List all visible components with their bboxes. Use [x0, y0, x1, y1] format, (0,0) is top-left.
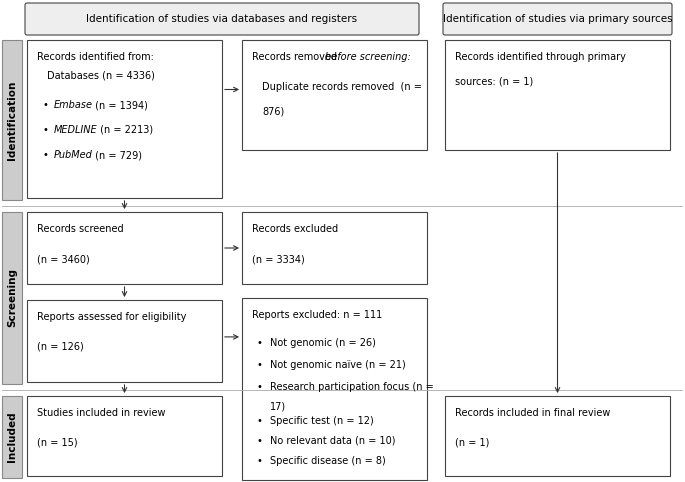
Text: MEDLINE: MEDLINE: [54, 125, 98, 135]
Text: (n = 126): (n = 126): [37, 342, 84, 352]
Text: sources: (n = 1): sources: (n = 1): [455, 76, 533, 86]
Text: (n = 2213): (n = 2213): [97, 125, 153, 135]
Text: Not genomic naïve (n = 21): Not genomic naïve (n = 21): [270, 360, 406, 370]
Text: Identification of studies via databases and registers: Identification of studies via databases …: [86, 14, 358, 24]
Text: •: •: [42, 150, 48, 160]
Text: (n = 15): (n = 15): [37, 438, 77, 448]
Text: Studies included in review: Studies included in review: [37, 408, 166, 418]
Text: Records included in final review: Records included in final review: [455, 408, 610, 418]
FancyBboxPatch shape: [25, 3, 419, 35]
Text: Reports assessed for eligibility: Reports assessed for eligibility: [37, 312, 186, 322]
Text: before screening:: before screening:: [325, 52, 411, 62]
Text: Research participation focus (n =: Research participation focus (n =: [270, 382, 434, 392]
Bar: [27, 40, 222, 198]
Text: (n = 1394): (n = 1394): [92, 100, 148, 110]
Text: •: •: [257, 456, 263, 466]
Text: •: •: [257, 360, 263, 370]
Bar: [242, 212, 427, 284]
Text: Records identified from:: Records identified from:: [37, 52, 154, 62]
Text: •: •: [42, 125, 48, 135]
Bar: [2, 40, 22, 200]
Text: (n = 729): (n = 729): [92, 150, 142, 160]
Bar: [242, 40, 427, 150]
Bar: [27, 300, 222, 382]
Text: Identification of studies via primary sources: Identification of studies via primary so…: [443, 14, 672, 24]
Text: Embase: Embase: [54, 100, 93, 110]
Bar: [27, 396, 222, 476]
Text: No relevant data (n = 10): No relevant data (n = 10): [270, 436, 395, 446]
Text: •: •: [42, 100, 48, 110]
Text: Not genomic (n = 26): Not genomic (n = 26): [270, 338, 376, 348]
Text: Included: Included: [7, 412, 17, 462]
FancyBboxPatch shape: [443, 3, 672, 35]
Text: (n = 3334): (n = 3334): [252, 254, 305, 264]
Bar: [2, 212, 22, 384]
Text: 876): 876): [262, 106, 284, 116]
Text: Records screened: Records screened: [37, 224, 123, 234]
Text: 17): 17): [270, 402, 286, 412]
Text: Reports excluded: n = 111: Reports excluded: n = 111: [252, 310, 382, 320]
Text: Screening: Screening: [7, 268, 17, 327]
Text: •: •: [257, 416, 263, 426]
Text: Identification: Identification: [7, 80, 17, 160]
Bar: [445, 396, 670, 476]
Bar: [27, 212, 222, 284]
Text: Duplicate records removed  (n =: Duplicate records removed (n =: [262, 82, 422, 92]
Text: Records identified through primary: Records identified through primary: [455, 52, 626, 62]
Bar: [2, 396, 22, 478]
Text: •: •: [257, 382, 263, 392]
Bar: [242, 298, 427, 480]
Text: Databases (n = 4336): Databases (n = 4336): [47, 70, 155, 80]
Bar: [445, 40, 670, 150]
Text: (n = 3460): (n = 3460): [37, 254, 90, 264]
Text: (n = 1): (n = 1): [455, 438, 489, 448]
Text: •: •: [257, 436, 263, 446]
Text: PubMed: PubMed: [54, 150, 93, 160]
Text: Records removed: Records removed: [252, 52, 340, 62]
Text: Records excluded: Records excluded: [252, 224, 338, 234]
Text: Specific disease (n = 8): Specific disease (n = 8): [270, 456, 386, 466]
Text: •: •: [257, 338, 263, 348]
Text: Specific test (n = 12): Specific test (n = 12): [270, 416, 374, 426]
